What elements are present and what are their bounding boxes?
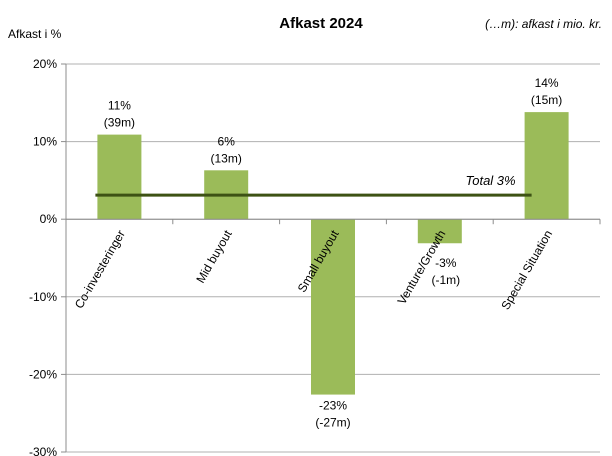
bar — [97, 134, 142, 220]
data-label: (39m) — [104, 116, 135, 130]
data-label: (15m) — [531, 93, 562, 107]
y-tick-label: -20% — [29, 367, 57, 381]
total-label: Total 3% — [465, 173, 515, 188]
bar — [417, 219, 462, 244]
chart-note: (…m): afkast i mio. kr. — [485, 17, 602, 31]
total-group: Total 3% — [95, 173, 532, 197]
data-label: 11% — [108, 99, 131, 113]
data-labels: 11% (39m) 6% (13m) -23% (-27m) -3% (-1m) 14% (15m… — [104, 76, 563, 429]
chart-title: Afkast 2024 — [279, 15, 363, 32]
data-label: (13m) — [211, 151, 242, 165]
y-tick-label: 10% — [33, 135, 57, 149]
y-tick-label: 0% — [40, 212, 58, 226]
axes — [61, 63, 601, 453]
y-tick-label: -30% — [29, 445, 57, 456]
category-label: Special Situation — [498, 228, 555, 312]
category-label: Co-investeringer — [72, 228, 128, 311]
y-tick-label: 20% — [33, 57, 57, 71]
data-label: (-1m) — [431, 273, 460, 287]
bars — [97, 112, 569, 395]
y-tick-label: -10% — [29, 290, 57, 304]
bar — [524, 112, 569, 220]
data-label: 14% — [535, 76, 559, 90]
data-label: 6% — [218, 134, 236, 148]
data-label: -3% — [435, 256, 457, 270]
y-axis-title: Afkast i % — [8, 27, 62, 41]
category-label: Mid buyout — [193, 227, 235, 285]
data-label: -23% — [319, 399, 347, 413]
data-label: (-27m) — [315, 416, 350, 430]
y-tick-labels: 20% 10% 0% -10% -20% -30% — [29, 57, 57, 456]
bar — [311, 219, 355, 395]
